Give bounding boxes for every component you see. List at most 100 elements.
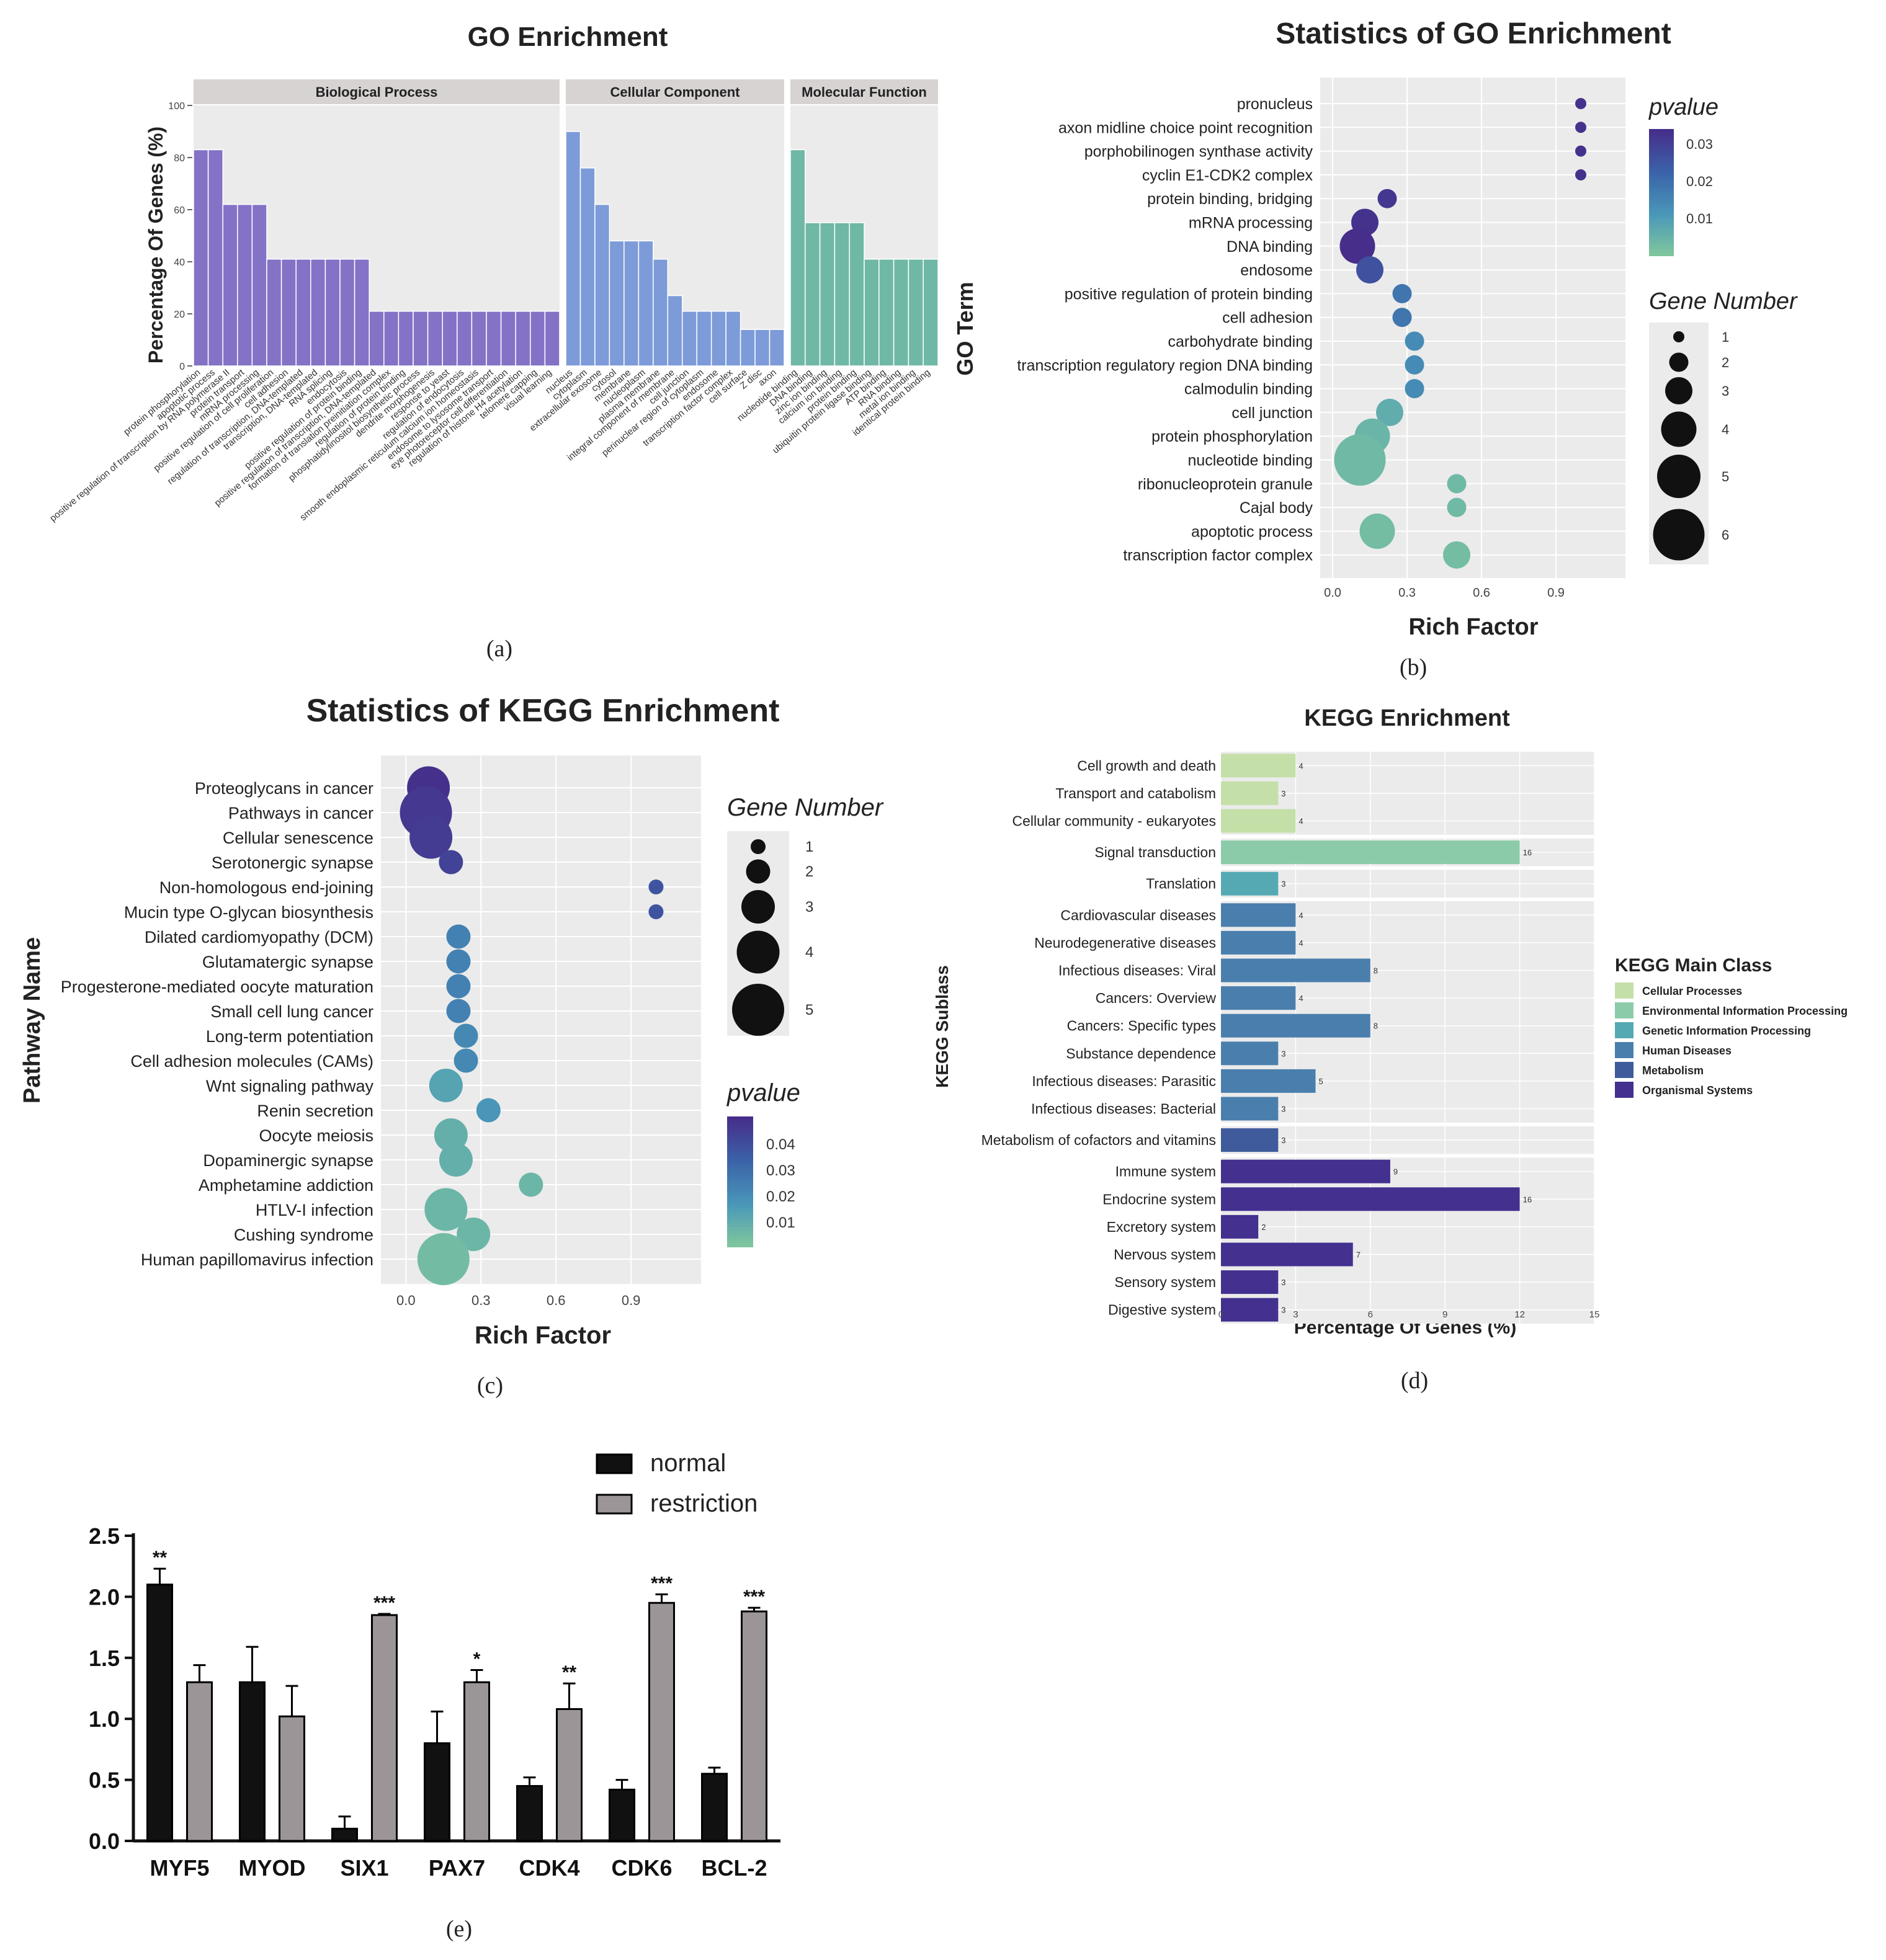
- b-colorbar-segment: [1649, 246, 1674, 250]
- c-pathway-label: Amphetamine addiction: [199, 1176, 373, 1195]
- a-bar-regulation-of-protein-binding: [398, 311, 414, 367]
- a-bar-cell-surface: [740, 329, 756, 367]
- c-size-legend-label: 3: [805, 899, 813, 915]
- b-colorbar-segment: [1649, 145, 1674, 149]
- c-size-legend-circle: [741, 890, 775, 924]
- b-size-legend-circle: [1657, 455, 1701, 498]
- a-bar-response-to-yeast: [442, 311, 458, 367]
- c-pathway-label: Cushing syndrome: [234, 1226, 373, 1244]
- b-colorbar-segment: [1649, 129, 1674, 133]
- c-bubble-human-papillomavirus-infection: [417, 1233, 470, 1285]
- b-bubble-calmodulin-binding: [1405, 379, 1424, 399]
- a-bar-positive-regulation-of-cell-proliferation: [266, 259, 282, 367]
- panel-c-gene-number-legend-title: Gene Number: [727, 794, 884, 821]
- c-bubble-amphetamine-addiction: [519, 1172, 543, 1197]
- a-bar-rna-binding: [893, 259, 909, 367]
- b-bubble-endosome: [1356, 256, 1383, 284]
- b-colorbar-segment: [1649, 211, 1674, 215]
- b-size-legend-circle: [1673, 331, 1684, 342]
- d-bar-sensory-system: [1221, 1270, 1279, 1294]
- b-bubble-cell-adhesion: [1392, 308, 1412, 327]
- a-bar-apoptotic-process: [207, 149, 223, 367]
- c-x-tick-label: 0.9: [622, 1293, 641, 1308]
- panel-a-caption: (a): [486, 636, 512, 662]
- e-y-tick-label: 2.0: [89, 1584, 120, 1610]
- d-bar-value-label: 16: [1523, 1195, 1532, 1204]
- c-colorbar-segment: [727, 1123, 753, 1127]
- b-colorbar-segment: [1649, 202, 1674, 206]
- d-category-label: Digestive system: [1108, 1302, 1216, 1318]
- b-term-label: transcription factor complex: [1123, 547, 1313, 564]
- c-colorbar-segment: [727, 1237, 753, 1241]
- b-term-label: protein binding, bridging: [1147, 190, 1313, 208]
- panel-c-pvalue-legend-title: pvalue: [726, 1079, 800, 1107]
- b-size-legend-label: 2: [1722, 355, 1729, 370]
- c-colorbar-tick-label: 0.02: [766, 1188, 795, 1205]
- panel-b-plot-area: 0.0 0.3 0.6 0.9 pronucleus axon midline choic…: [1017, 78, 1625, 600]
- e-bar-cdk6-normal: [609, 1788, 635, 1842]
- e-significance-marker: **: [153, 1548, 168, 1568]
- d-bar-value-label: 2: [1261, 1223, 1266, 1232]
- d-category-label: Transport and catabolism: [1055, 785, 1216, 801]
- panel-d-kegg-enrichment-bar-chart: KEGG Enrichment KEGG Sublass Percentage …: [932, 705, 1848, 1394]
- b-term-label: mRNA processing: [1189, 215, 1313, 232]
- b-panel-bg: [1320, 78, 1625, 578]
- d-bar-value-label: 9: [1393, 1167, 1398, 1177]
- b-size-legend-circle: [1661, 411, 1697, 447]
- panel-b-gene-number-legend-title: Gene Number: [1649, 288, 1798, 314]
- b-colorbar-tick-label: 0.01: [1686, 211, 1713, 226]
- c-colorbar-segment: [727, 1217, 753, 1221]
- panel-e-legend: normal restriction: [596, 1450, 758, 1517]
- d-legend-swatch: [1615, 1022, 1633, 1038]
- c-colorbar-segment: [727, 1234, 753, 1238]
- d-bar-value-label: 4: [1298, 911, 1303, 920]
- panel-d-plot-area: 4 Cell growth and death 3 Transport and cat…: [981, 752, 1599, 1324]
- c-colorbar-segment: [727, 1230, 753, 1234]
- d-bar-endocrine-system: [1221, 1187, 1520, 1211]
- d-bar-value-label: 4: [1298, 817, 1303, 826]
- a-bar-cytosol: [609, 240, 625, 367]
- c-colorbar-segment: [727, 1169, 753, 1173]
- e-bar-cdk4-normal: [516, 1784, 543, 1842]
- d-category-label: Infectious diseases: Viral: [1058, 963, 1216, 979]
- d-category-label: Cell growth and death: [1077, 757, 1216, 773]
- d-bar-cardiovascular-diseases: [1221, 903, 1296, 927]
- e-x-tick-label: PAX7: [429, 1855, 485, 1881]
- d-bar-metabolism-of-cofactors-and-vitamins: [1221, 1128, 1279, 1152]
- a-bar-atp-binding: [878, 259, 895, 367]
- d-category-label: Nervous system: [1114, 1247, 1216, 1263]
- b-colorbar-segment: [1649, 151, 1674, 155]
- b-bubble-transcription-regulatory-region-dna-binding: [1405, 355, 1424, 375]
- d-legend-swatch: [1615, 1062, 1633, 1078]
- d-category-label: Immune system: [1115, 1164, 1216, 1180]
- b-colorbar-segment: [1649, 205, 1674, 209]
- d-category-label: Sensory system: [1114, 1274, 1216, 1290]
- b-colorbar-segment: [1649, 132, 1674, 136]
- b-term-label: porphobilinogen synthase activity: [1084, 143, 1313, 161]
- a-bar-rna-splicing: [324, 259, 341, 367]
- c-colorbar-segment: [727, 1214, 753, 1218]
- panel-c-title: Statistics of KEGG Enrichment: [306, 693, 780, 729]
- b-colorbar-segment: [1649, 236, 1674, 241]
- d-legend-label: Cellular Processes: [1642, 985, 1742, 997]
- b-colorbar-segment: [1649, 208, 1674, 212]
- c-colorbar-segment: [727, 1162, 753, 1166]
- d-category-label: Infectious diseases: Parasitic: [1032, 1073, 1216, 1089]
- e-bar-six1-restriction: [371, 1614, 398, 1842]
- d-bar-infectious-diseases-viral: [1221, 958, 1370, 982]
- b-colorbar-segment: [1649, 185, 1674, 190]
- d-bar-translation: [1221, 871, 1279, 896]
- b-colorbar-segment: [1649, 224, 1674, 228]
- c-colorbar-segment: [727, 1221, 753, 1225]
- b-term-label: cell adhesion: [1222, 310, 1313, 327]
- b-colorbar-segment: [1649, 141, 1674, 146]
- d-legend-swatch: [1615, 1002, 1633, 1018]
- a-bar-plasma-membrane: [653, 259, 669, 367]
- d-bar-nervous-system: [1221, 1242, 1353, 1267]
- c-colorbar-segment: [727, 1159, 753, 1163]
- c-bubble-cellular-senescence: [409, 816, 453, 859]
- c-bubble-htlv-i-infection: [424, 1188, 468, 1231]
- e-significance-marker: **: [562, 1662, 577, 1683]
- a-bar-regulation-of-transcription-dna-templated: [295, 259, 311, 367]
- b-term-label: Cajal body: [1240, 499, 1313, 517]
